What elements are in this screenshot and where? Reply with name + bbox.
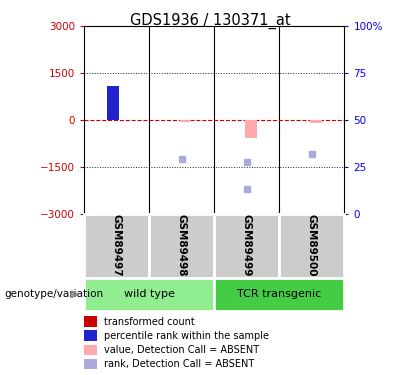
Text: percentile rank within the sample: percentile rank within the sample	[104, 331, 269, 341]
Text: transformed count: transformed count	[104, 317, 194, 327]
Bar	[84, 345, 97, 355]
Text: value, Detection Call = ABSENT: value, Detection Call = ABSENT	[104, 345, 259, 355]
Bar	[279, 214, 344, 278]
Text: GSM89498: GSM89498	[177, 214, 186, 277]
Bar	[245, 120, 257, 138]
Bar	[149, 214, 214, 278]
Bar	[84, 358, 97, 369]
Text: GSM89497: GSM89497	[112, 214, 121, 277]
Bar	[84, 214, 149, 278]
Text: GDS1936 / 130371_at: GDS1936 / 130371_at	[130, 13, 290, 29]
Bar	[84, 330, 97, 340]
Bar	[214, 214, 279, 278]
Bar	[180, 120, 192, 122]
Bar	[84, 278, 214, 311]
Bar	[310, 120, 322, 123]
Bar	[84, 316, 97, 327]
Bar	[107, 86, 118, 120]
Text: GSM89499: GSM89499	[242, 214, 252, 277]
Text: TCR transgenic: TCR transgenic	[237, 290, 321, 299]
Text: GSM89500: GSM89500	[307, 214, 317, 277]
Text: genotype/variation: genotype/variation	[4, 290, 103, 299]
Bar	[107, 95, 118, 120]
Text: wild type: wild type	[123, 290, 175, 299]
Text: rank, Detection Call = ABSENT: rank, Detection Call = ABSENT	[104, 359, 254, 369]
Bar	[214, 278, 344, 311]
